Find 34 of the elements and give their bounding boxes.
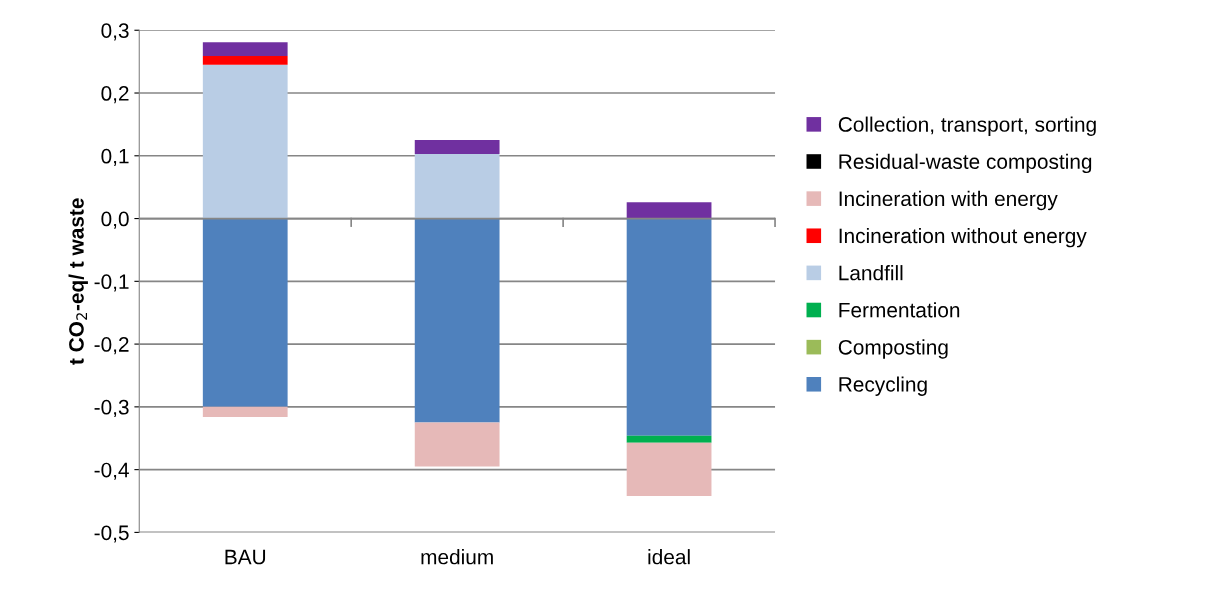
y-axis-title: t CO$_{2}$-eq/ t waste: [68, 198, 88, 365]
legend-label: Recycling: [839, 376, 927, 396]
bar: [202, 55, 288, 65]
bar: [626, 435, 712, 443]
legend-label: Fermentation: [839, 302, 960, 318]
y-tick-label: -0,2: [94, 337, 129, 355]
legend-label: Incineration with energy: [839, 190, 1058, 211]
y-tick-label: 0,3: [101, 23, 129, 41]
bar: [414, 218, 500, 423]
y-tick-label: 0,1: [101, 148, 129, 166]
legend-label: Collection, transport, sorting: [838, 116, 1096, 136]
legend-label: Composting: [838, 339, 948, 359]
y-tick-label: -0,1: [94, 274, 129, 292]
y-tick-label: -0,4: [94, 462, 129, 480]
bar: [414, 153, 500, 219]
bar: [414, 140, 500, 154]
bar: [202, 42, 288, 56]
bar: [626, 218, 712, 436]
legend-label: Residual-waste composting: [839, 153, 1092, 174]
bar: [626, 202, 712, 219]
bar: [202, 64, 288, 219]
y-tick-label: 0,0: [101, 211, 129, 229]
y-tick-label: 0,2: [101, 86, 129, 104]
bar: [414, 422, 500, 467]
legend-label: Landfill: [839, 265, 903, 281]
x-tick-label: medium: [421, 549, 493, 565]
x-tick-label: BAU: [225, 549, 266, 565]
y-tick-label: -0,5: [94, 525, 129, 543]
bar: [202, 218, 288, 407]
bar: [626, 442, 712, 496]
x-tick-label: ideal: [648, 549, 690, 565]
legend-label: Incineration without energy: [839, 227, 1087, 248]
y-tick-label: -0,3: [94, 399, 129, 418]
bar: [202, 406, 288, 417]
